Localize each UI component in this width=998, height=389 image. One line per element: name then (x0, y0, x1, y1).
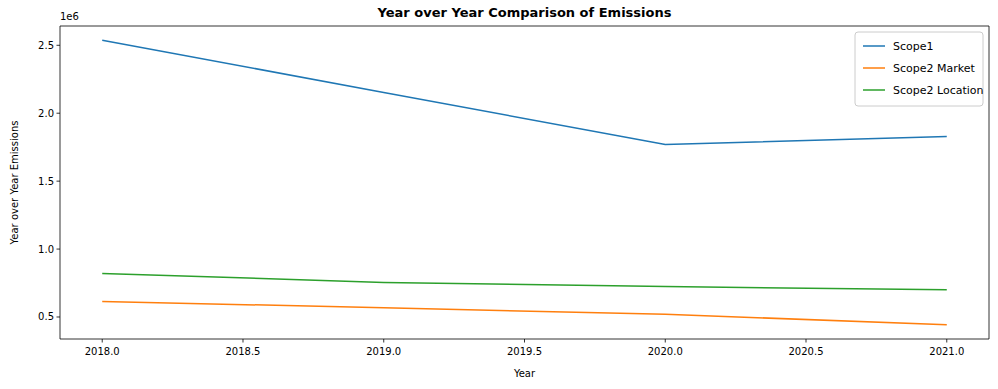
tick-label: 2020.0 (648, 346, 683, 357)
tick-mark (524, 339, 525, 343)
tick-mark (946, 339, 947, 343)
tick-label: 2018.5 (225, 346, 260, 357)
legend: Scope1 Scope2 Market Scope2 Location (855, 32, 984, 106)
x-axis-label: Year (513, 368, 536, 379)
tick-label: 2019.0 (366, 346, 401, 357)
legend-label: Scope2 Location (893, 84, 984, 97)
tick-mark (242, 339, 243, 343)
tick-mark (383, 339, 384, 343)
series-line (102, 302, 947, 325)
tick-label: 2.0 (38, 108, 54, 119)
plot-area (102, 40, 947, 324)
legend-label: Scope1 (893, 40, 934, 53)
tick-label: 2021.0 (929, 346, 964, 357)
tick-mark (57, 45, 61, 46)
tick-mark (806, 339, 807, 343)
tick-mark (57, 181, 61, 182)
axis-multiplier: 1e6 (60, 11, 79, 22)
legend-box (855, 32, 983, 106)
legend-label: Scope2 Market (893, 62, 976, 75)
axis-line (989, 26, 990, 339)
chart: 2018.0 2018.5 2019.0 2019.5 2020.0 2020.5 2021… (0, 0, 998, 389)
tick-mark (57, 249, 61, 250)
tick-label: 1.5 (38, 176, 54, 187)
tick-label: 2019.5 (507, 346, 542, 357)
tick-mark (57, 113, 61, 114)
legend-swatch (863, 67, 885, 69)
axis-line (60, 26, 61, 339)
legend-swatch (863, 89, 885, 91)
tick-label: 0.5 (38, 311, 54, 322)
axis-line (60, 26, 989, 27)
series-line (102, 273, 947, 289)
tick-mark (102, 339, 103, 343)
tick-label: 2020.5 (789, 346, 824, 357)
y-axis-label: Year over Year Emissions (9, 121, 20, 246)
tick-label: 2018.0 (85, 346, 120, 357)
legend-swatch (863, 45, 885, 47)
title: Year over Year Comparison of Emissions (377, 5, 672, 20)
tick-mark (57, 316, 61, 317)
tick-label: 2.5 (38, 40, 54, 51)
tick-label: 1.0 (38, 244, 54, 255)
tick-mark (665, 339, 666, 343)
series-line (102, 40, 947, 144)
